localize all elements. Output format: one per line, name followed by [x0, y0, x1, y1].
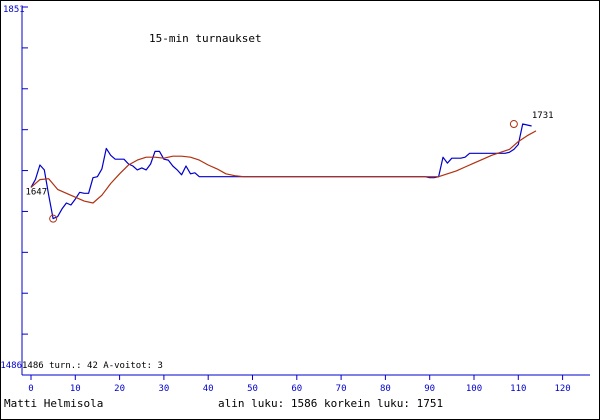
annotation-label: 1731 — [532, 111, 554, 121]
x-tick-label: 60 — [291, 384, 302, 394]
x-tick-label: 0 — [28, 384, 33, 394]
annotation-label: 1647 — [25, 188, 47, 198]
y-bottom-label: 1486 — [0, 361, 22, 371]
series-average-line — [30, 130, 537, 204]
annotation-marker — [509, 120, 518, 129]
axes — [21, 7, 590, 376]
series-layer — [30, 123, 537, 220]
x-tick-label: 20 — [114, 384, 125, 394]
x-tick-label: 10 — [70, 384, 81, 394]
x-tick-label: 30 — [158, 384, 169, 394]
x-tick-label: 100 — [466, 384, 482, 394]
x-ticks: 0 10 20 30 40 50 60 70 80 90 100 110 120 — [28, 375, 571, 394]
y-ticks: 1486 — [0, 6, 28, 376]
annotation-marker — [49, 214, 58, 223]
x-tick-label: 50 — [247, 384, 258, 394]
x-tick-label: 40 — [203, 384, 214, 394]
series-main-line — [30, 123, 532, 220]
x-tick-label: 110 — [510, 384, 526, 394]
x-tick-label: 120 — [554, 384, 570, 394]
annotations: 1647 1731 — [25, 111, 554, 223]
footer-stats: 1486 turn.: 42 A-voitot: 3 — [22, 361, 163, 371]
x-tick-label: 80 — [380, 384, 391, 394]
x-tick-label: 90 — [424, 384, 435, 394]
y-top-label: 1851 — [3, 5, 25, 15]
x-tick-label: 70 — [336, 384, 347, 394]
footer-range: alin luku: 1586 korkein luku: 1751 — [218, 397, 443, 410]
chart-title: 15-min turnaukset — [149, 32, 262, 45]
footer-author: Matti Helmisola — [4, 397, 103, 410]
